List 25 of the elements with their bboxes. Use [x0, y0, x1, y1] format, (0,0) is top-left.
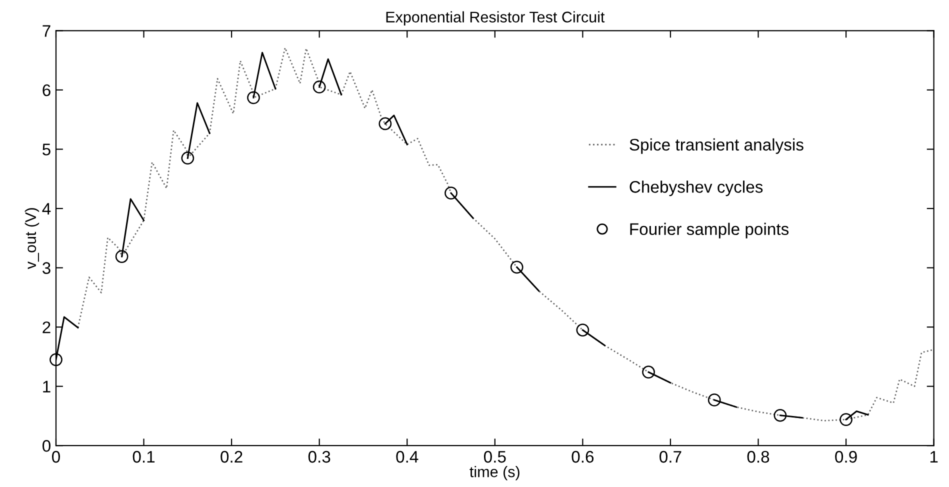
x-axis-title: time (s) [470, 466, 520, 480]
x-tick-label: 0.1 [132, 450, 155, 463]
chart-title: Exponential Resistor Test Circuit [386, 11, 605, 26]
x-tick-label: 0.5 [484, 450, 506, 463]
y-tick-label: 0 [42, 440, 50, 452]
x-tick-label: 0.4 [396, 450, 418, 463]
y-tick-label: 2 [42, 321, 50, 334]
y-tick-label: 6 [42, 84, 50, 96]
y-axis-title: v_out (V) [24, 208, 40, 270]
x-tick-label: 0.3 [308, 450, 330, 463]
x-tick-label: 0.2 [220, 450, 242, 463]
y-tick-label: 5 [42, 144, 50, 156]
x-tick-label: 1 [930, 451, 938, 463]
x-tick-label: 0.6 [572, 450, 594, 463]
legend-label: Spice transient analysis [630, 138, 804, 154]
x-tick-label: 0.8 [747, 450, 770, 463]
y-tick-label: 1 [43, 380, 50, 392]
x-tick-label: 0.7 [660, 450, 682, 463]
legend-label: Chebyshev cycles [630, 180, 763, 196]
y-tick-label: 4 [42, 203, 51, 215]
x-tick-label: 0.9 [835, 450, 857, 463]
x-tick-label: 0 [52, 450, 60, 463]
y-tick-label: 7 [42, 25, 50, 37]
y-tick-label: 3 [42, 262, 50, 274]
legend-label: Fourier sample points [630, 222, 789, 238]
